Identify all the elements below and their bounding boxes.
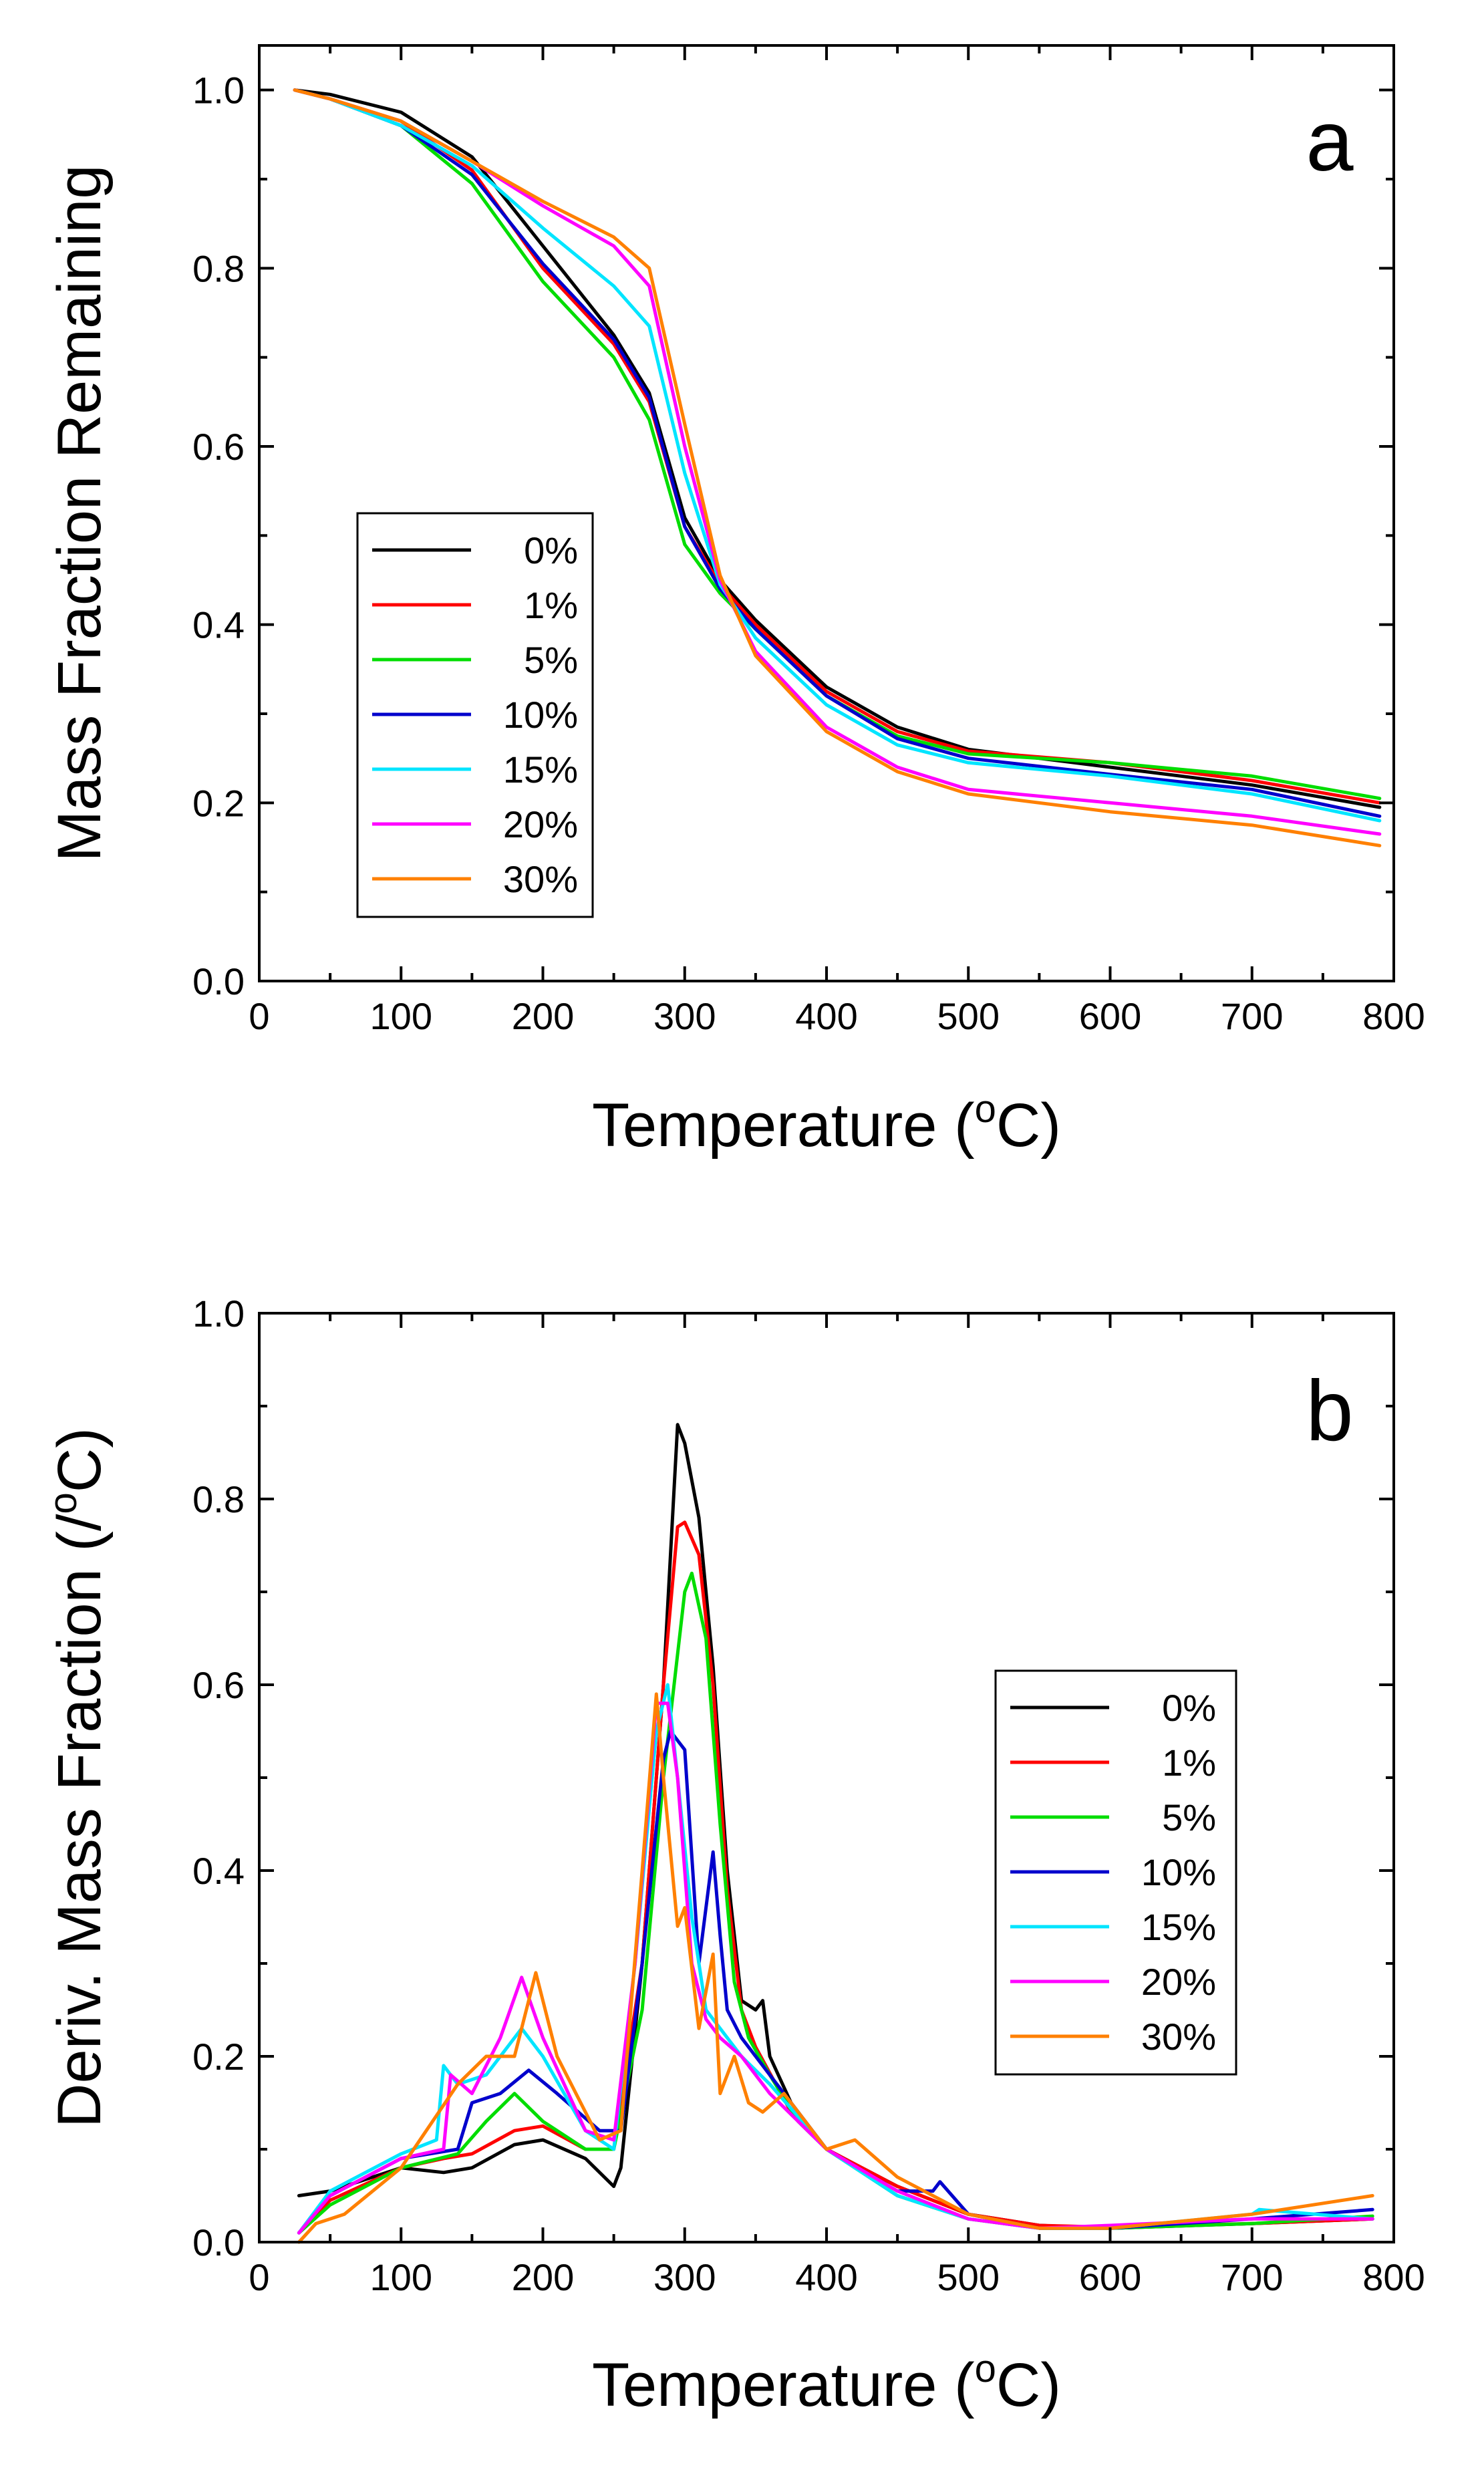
x-axis-title-main: Temperature ( bbox=[592, 1091, 975, 1159]
legend-label: 10% bbox=[503, 694, 578, 736]
y-tick-label: 0.8 bbox=[192, 247, 245, 289]
y-axis-title: Mass Fraction Remaining bbox=[45, 164, 114, 861]
legend-item: 5% bbox=[372, 639, 578, 681]
y-tick-label: 1.0 bbox=[192, 70, 245, 112]
y-axis-title-sup: o bbox=[41, 1492, 85, 1514]
x-axis: 0 100 200 300 400 500 600 700 800 bbox=[249, 45, 1425, 1037]
x-tick-label: 300 bbox=[653, 995, 716, 1037]
legend-label: 20% bbox=[503, 803, 578, 845]
x-tick-label: 600 bbox=[1079, 995, 1141, 1037]
y-tick-label: 0.4 bbox=[192, 1850, 245, 1892]
legend-item: 30% bbox=[1010, 2016, 1216, 2058]
legend-label: 5% bbox=[524, 639, 578, 681]
legend-label: 1% bbox=[524, 584, 578, 626]
series-line-30pct bbox=[293, 88, 1382, 847]
x-tick-label: 500 bbox=[937, 2256, 1000, 2298]
legend: 0% 1% 5% 10% 15% 20% 30% bbox=[356, 512, 594, 918]
legend-item: 0% bbox=[1010, 1687, 1216, 1729]
legend-item: 0% bbox=[372, 529, 578, 571]
series-line-20pct bbox=[297, 1701, 1374, 2235]
y-tick-label: 1.0 bbox=[192, 1292, 245, 1335]
x-tick-label: 100 bbox=[370, 995, 432, 1037]
panel-label: a bbox=[1306, 94, 1354, 189]
legend: 0% 1% 5% 10% 15% 20% 30% bbox=[994, 1669, 1237, 2076]
x-tick-label: 700 bbox=[1221, 2256, 1283, 2298]
panel-b-chart: 0 100 200 300 400 500 600 700 800 0.0 0.2 0.4 0.6 0.8… bbox=[41, 1292, 1425, 2419]
x-tick-label: 0 bbox=[249, 995, 269, 1037]
series-line-10pct bbox=[297, 1730, 1374, 2235]
legend-item: 15% bbox=[372, 748, 578, 791]
y-tick-label: 0.6 bbox=[192, 1664, 245, 1706]
legend-label: 5% bbox=[1162, 1796, 1216, 1838]
legend-item: 5% bbox=[1010, 1796, 1216, 1838]
x-axis-title-sup: o bbox=[975, 1087, 996, 1131]
x-tick-label: 700 bbox=[1221, 995, 1283, 1037]
x-tick-label: 600 bbox=[1079, 2256, 1141, 2298]
y-tick-label: 0.2 bbox=[192, 2036, 245, 2078]
legend-label: 0% bbox=[1162, 1687, 1216, 1729]
x-tick-label: 200 bbox=[512, 995, 574, 1037]
x-axis-title: Temperature (oC) bbox=[592, 1087, 1061, 1159]
legend-item: 10% bbox=[1010, 1851, 1216, 1893]
panel-label: b bbox=[1306, 1363, 1353, 1459]
y-axis-title-main: Deriv. Mass Fraction (/ bbox=[45, 1514, 114, 2128]
x-axis-title: Temperature (oC) bbox=[592, 2347, 1061, 2419]
legend-label: 15% bbox=[503, 748, 578, 791]
series-line-30pct bbox=[297, 1692, 1374, 2244]
y-tick-label: 0.4 bbox=[192, 604, 245, 646]
y-tick-label: 0.8 bbox=[192, 1478, 245, 1520]
x-axis: 0 100 200 300 400 500 600 700 800 bbox=[249, 1313, 1425, 2298]
legend-label: 15% bbox=[1141, 1906, 1216, 1948]
x-tick-label: 0 bbox=[249, 2256, 269, 2298]
series-group bbox=[297, 1423, 1374, 2244]
x-axis-title-end: C) bbox=[996, 2351, 1061, 2419]
y-tick-label: 0.2 bbox=[192, 782, 245, 824]
x-tick-label: 100 bbox=[370, 2256, 432, 2298]
y-axis-title-main: Mass Fraction Remaining bbox=[45, 164, 114, 861]
y-tick-label: 0.0 bbox=[192, 960, 245, 1002]
x-tick-label: 400 bbox=[795, 995, 857, 1037]
x-axis-title-sup: o bbox=[975, 2347, 996, 2390]
legend-label: 20% bbox=[1141, 1961, 1216, 2003]
legend-item: 20% bbox=[372, 803, 578, 845]
x-axis-title-end: C) bbox=[996, 1091, 1061, 1159]
legend-label: 10% bbox=[1141, 1851, 1216, 1893]
y-axis: 0.0 0.2 0.4 0.6 0.8 1.0 bbox=[192, 70, 1394, 1002]
y-tick-label: 0.6 bbox=[192, 426, 245, 468]
y-tick-label: 0.0 bbox=[192, 2221, 245, 2264]
legend-label: 30% bbox=[1141, 2016, 1216, 2058]
legend-label: 30% bbox=[503, 858, 578, 900]
x-tick-label: 800 bbox=[1362, 995, 1425, 1037]
legend-item: 1% bbox=[1010, 1742, 1216, 1784]
y-axis-title: Deriv. Mass Fraction (/oC) bbox=[41, 1427, 114, 2128]
x-tick-label: 200 bbox=[512, 2256, 574, 2298]
legend-label: 1% bbox=[1162, 1742, 1216, 1784]
x-tick-label: 800 bbox=[1362, 2256, 1425, 2298]
legend-item: 20% bbox=[1010, 1961, 1216, 2003]
legend-item: 30% bbox=[372, 858, 578, 900]
x-axis-title-main: Temperature ( bbox=[592, 2351, 975, 2419]
legend-item: 15% bbox=[1010, 1906, 1216, 1948]
x-tick-label: 400 bbox=[795, 2256, 857, 2298]
legend-item: 1% bbox=[372, 584, 578, 626]
series-group bbox=[293, 88, 1382, 847]
legend-item: 10% bbox=[372, 694, 578, 736]
y-axis: 0.0 0.2 0.4 0.6 0.8 1.0 bbox=[192, 1292, 1394, 2264]
panel-a-chart: 0 100 200 300 400 500 600 700 800 0.0 0.2 0.4 0.6 0.8… bbox=[45, 44, 1425, 1159]
x-tick-label: 300 bbox=[653, 2256, 716, 2298]
y-axis-title-end: C) bbox=[45, 1427, 114, 1492]
x-tick-label: 500 bbox=[937, 995, 1000, 1037]
series-line-5pct bbox=[293, 88, 1382, 801]
series-line-10pct bbox=[293, 88, 1382, 818]
legend-label: 0% bbox=[524, 529, 578, 571]
series-line-15pct bbox=[293, 88, 1382, 823]
